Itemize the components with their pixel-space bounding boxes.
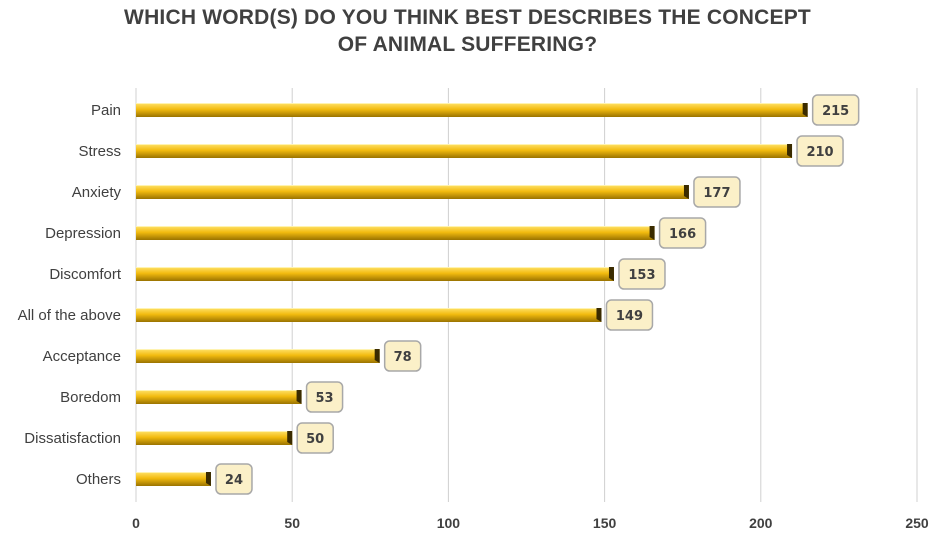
bar [136, 431, 293, 445]
data-label: 177 [703, 186, 730, 201]
bar [136, 267, 614, 281]
category-label: All of the above [18, 307, 121, 324]
bar [136, 349, 380, 363]
category-label: Others [76, 471, 121, 488]
data-label: 153 [628, 268, 655, 283]
x-tick-label: 50 [284, 515, 300, 531]
bar-group [136, 349, 380, 363]
data-label-box [605, 299, 654, 331]
data-label-box [658, 217, 707, 249]
bar-group [136, 226, 655, 240]
bar [136, 103, 808, 117]
data-label-box [693, 176, 741, 208]
bar [136, 144, 793, 158]
category-label: Pain [91, 102, 121, 119]
data-label: 53 [316, 391, 334, 406]
bar-end-cap [802, 103, 808, 117]
bar-group [136, 308, 602, 322]
data-label-box [215, 463, 253, 495]
data-label: 50 [306, 432, 324, 447]
bar-end-cap [596, 308, 602, 322]
bar-end-cap [287, 431, 293, 445]
data-label: 78 [394, 350, 412, 365]
data-label-box [305, 381, 344, 413]
data-labels: 215 210 177 166 153 149 78 53 50 24 [215, 94, 860, 495]
x-tick-label: 100 [437, 515, 461, 531]
category-label: Dissatisfaction [24, 430, 121, 447]
data-label: 166 [669, 227, 696, 242]
category-label: Acceptance [43, 348, 121, 365]
data-label: 149 [616, 309, 643, 324]
bar [136, 308, 602, 322]
x-tick-label: 0 [132, 515, 140, 531]
value-axis: 0 50 100 150 200 250 [132, 515, 929, 531]
x-tick-label: 200 [749, 515, 773, 531]
category-label: Discomfort [49, 266, 122, 283]
bar-group [136, 185, 689, 199]
bar [136, 185, 689, 199]
data-label-box [296, 422, 334, 454]
chart-title: WHICH WORD(S) DO YOU THINK BEST DESCRIBE… [0, 4, 935, 58]
bar-end-cap [787, 144, 793, 158]
bar [136, 226, 655, 240]
bar-end-cap [608, 267, 614, 281]
data-label: 24 [225, 473, 243, 488]
data-label-box [811, 94, 860, 126]
bars [136, 103, 808, 486]
category-label: Depression [45, 225, 121, 242]
data-label: 215 [822, 104, 849, 119]
x-tick-label: 150 [593, 515, 617, 531]
bar-end-cap [374, 349, 380, 363]
bar-group [136, 472, 211, 486]
data-label-box [383, 340, 422, 372]
bar-group [136, 390, 302, 404]
bar-group [136, 431, 293, 445]
data-label-box [796, 135, 844, 167]
chart-title-line-2: OF ANIMAL SUFFERING? [337, 33, 598, 56]
bar-end-cap [683, 185, 689, 199]
bar-end-cap [649, 226, 655, 240]
category-label: Anxiety [72, 184, 122, 201]
x-tick-label: 250 [905, 515, 929, 531]
category-label: Boredom [60, 389, 121, 406]
category-label: Stress [78, 143, 121, 160]
chart-title-line-1: WHICH WORD(S) DO YOU THINK BEST DESCRIBE… [124, 6, 811, 29]
data-label: 210 [806, 145, 833, 160]
bar-group [136, 144, 793, 158]
data-label-box [618, 258, 666, 290]
bar-group [136, 103, 808, 117]
bar [136, 390, 302, 404]
bar-end-cap [205, 472, 211, 486]
bar-group [136, 267, 614, 281]
category-axis: Pain Stress Anxiety Depression Discomfort All… [18, 102, 122, 488]
bar [136, 472, 211, 486]
bar-end-cap [296, 390, 302, 404]
